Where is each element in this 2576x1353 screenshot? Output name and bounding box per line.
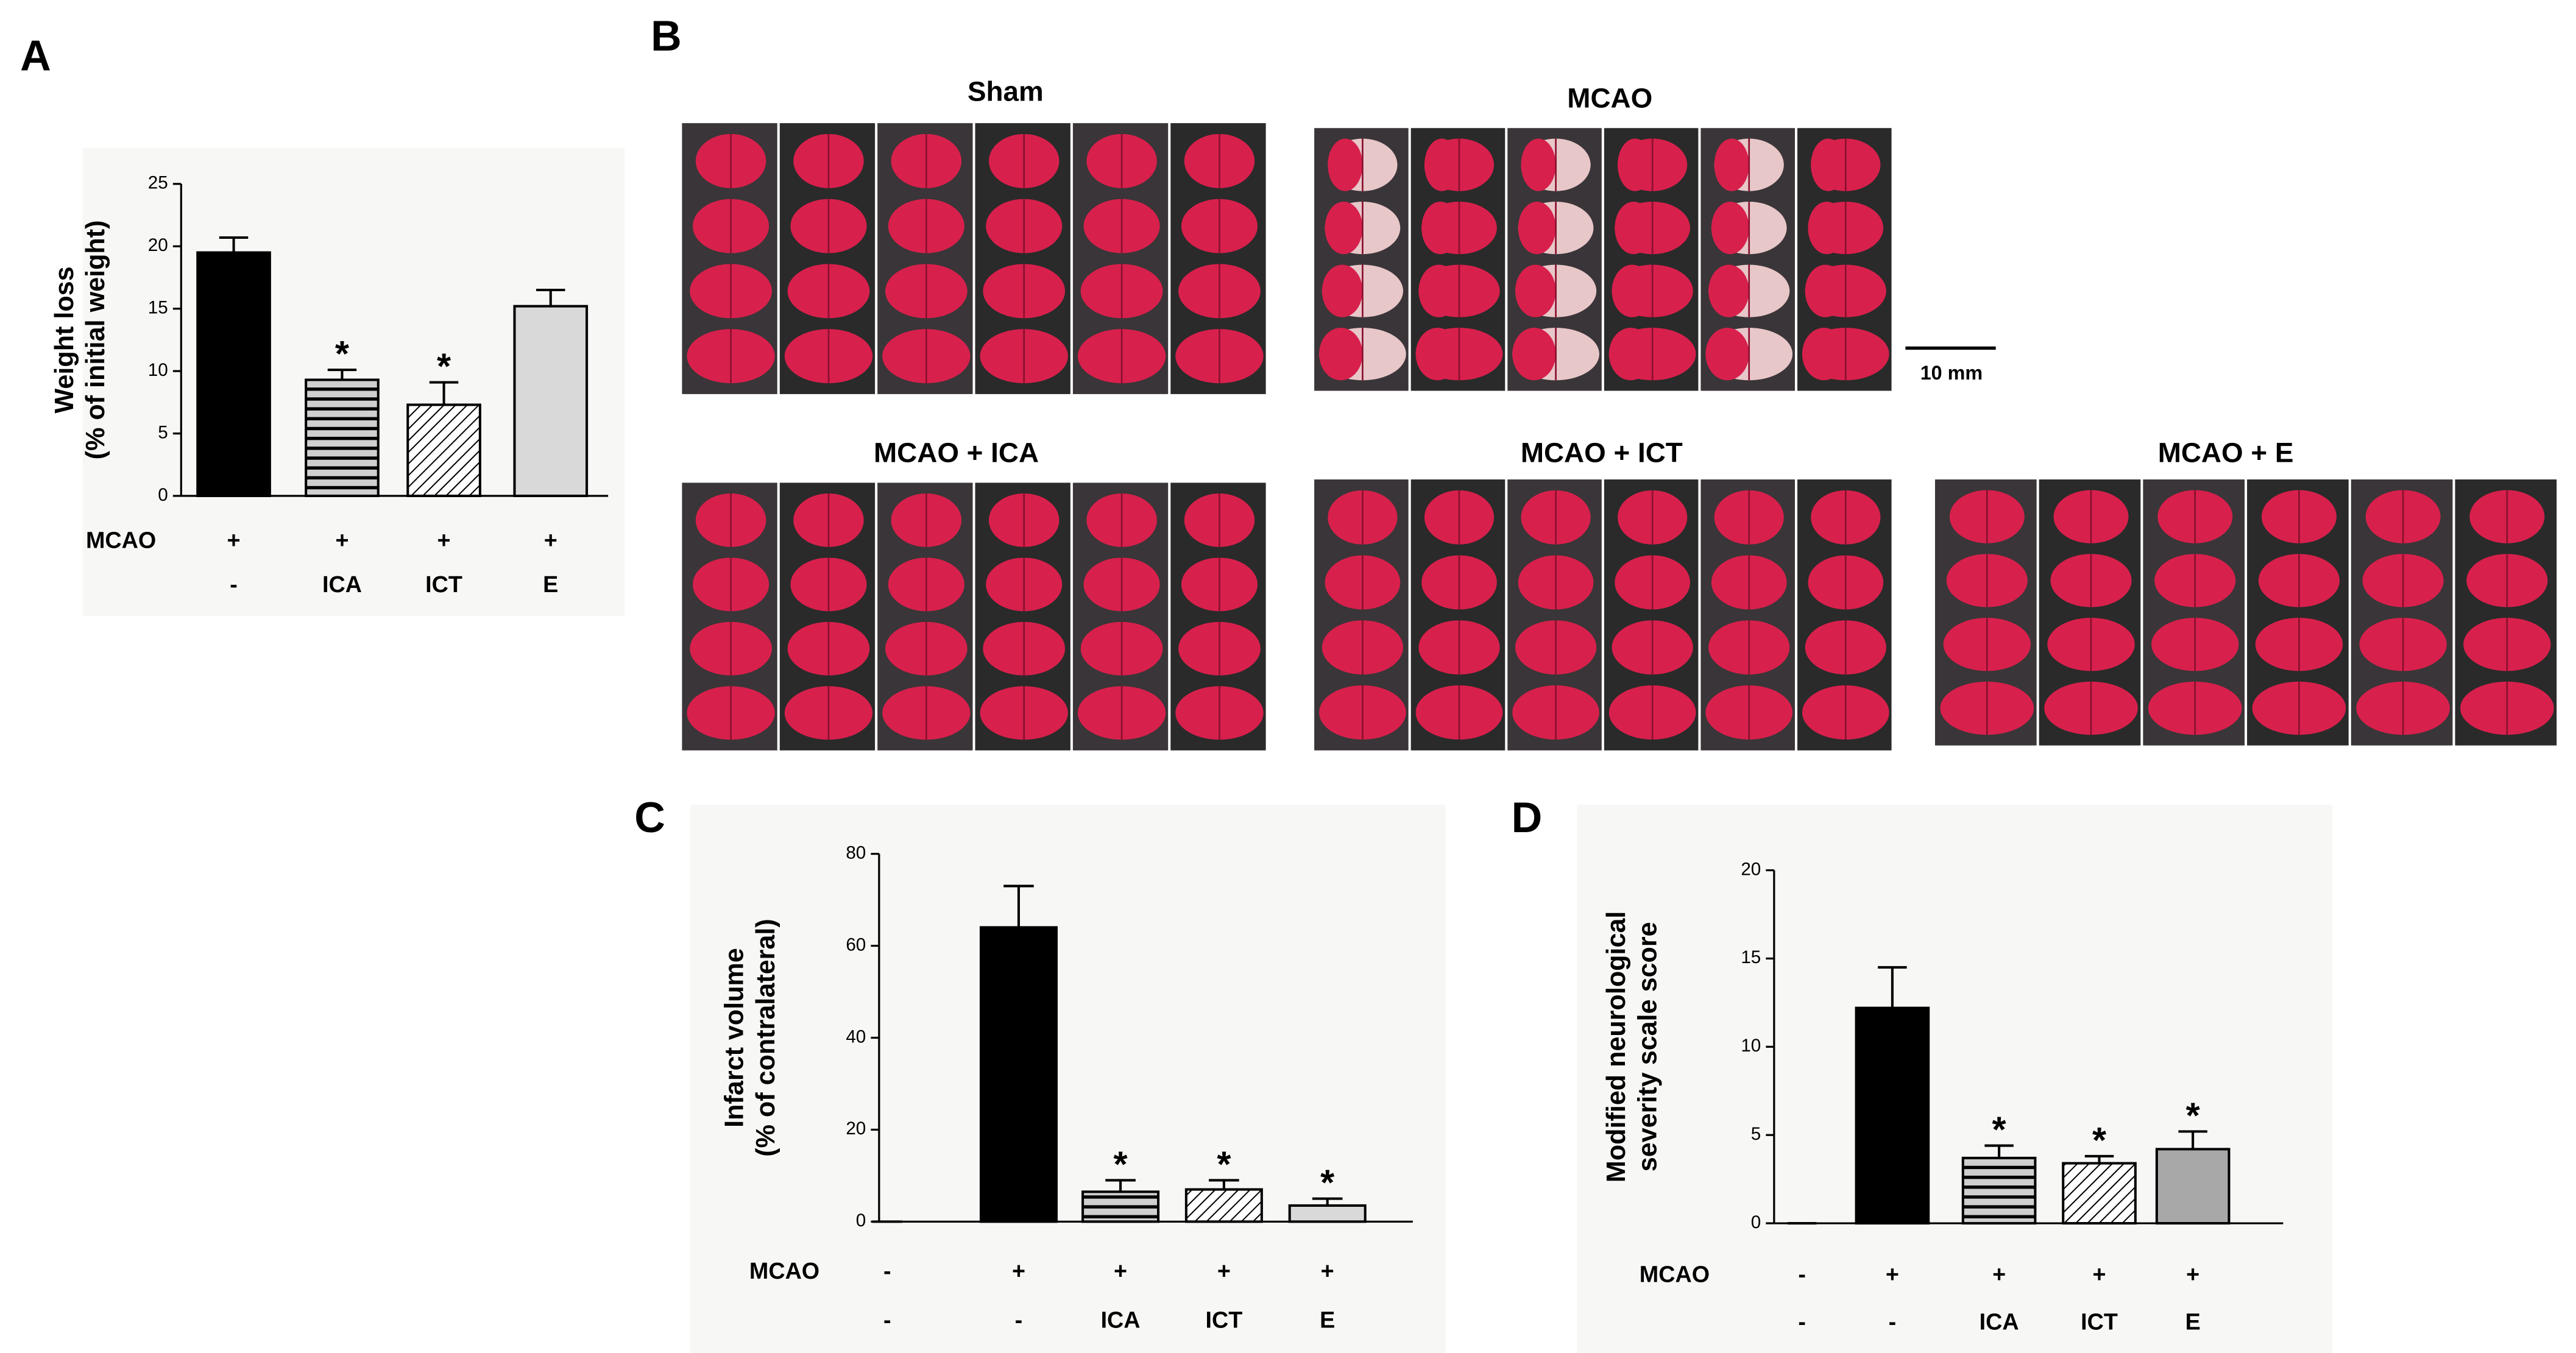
x-tick-label: E <box>2185 1309 2201 1334</box>
mcao-label: + <box>335 527 349 553</box>
bar <box>1288 1204 1367 1223</box>
bar <box>2062 1162 2137 1225</box>
x-tick-label: ICT <box>2081 1309 2118 1334</box>
panel-label: D <box>1512 794 1543 841</box>
y-tick-label: 80 <box>846 843 866 863</box>
bar <box>305 378 380 498</box>
x-tick-label: ICA <box>1101 1307 1141 1333</box>
significance-label: * <box>1217 1144 1231 1185</box>
group-title: Sham <box>968 76 1044 107</box>
bar <box>2155 1148 2231 1225</box>
bar <box>406 403 481 498</box>
mcao-label: + <box>1012 1258 1025 1284</box>
mcao-label: + <box>1992 1261 2006 1287</box>
mcao-label: - <box>1798 1261 1806 1287</box>
y-axis-label: Infarct volume <box>720 948 749 1128</box>
bar <box>196 251 271 498</box>
row-label: MCAO <box>86 527 156 553</box>
mcao-label: + <box>437 527 451 553</box>
panel-label: B <box>651 12 682 60</box>
y-tick-label: 20 <box>846 1118 866 1139</box>
chart-background <box>1577 804 2333 1353</box>
mcao-label: + <box>544 527 557 553</box>
significance-label: * <box>1992 1109 2007 1150</box>
x-tick-label: - <box>1015 1307 1023 1333</box>
significance-label: * <box>2186 1095 2201 1136</box>
y-tick-label: 0 <box>856 1210 866 1231</box>
row-label: MCAO <box>749 1258 819 1284</box>
panel-label: A <box>20 32 51 80</box>
mcao-label: + <box>2186 1261 2199 1287</box>
y-tick-label: 5 <box>1751 1124 1761 1144</box>
y-tick-label: 15 <box>1741 947 1761 967</box>
y-axis-label: (% of contralateral) <box>751 919 780 1156</box>
slice-image <box>1314 128 1892 391</box>
group-title: MCAO <box>1567 83 1652 114</box>
mcao-label: + <box>227 527 241 553</box>
significance-label: * <box>437 346 451 387</box>
x-tick-label: E <box>1320 1307 1335 1333</box>
y-tick-label: 5 <box>158 422 168 442</box>
bar <box>513 305 589 498</box>
y-tick-label: 20 <box>148 235 168 255</box>
group-title: MCAO + E <box>2158 437 2294 468</box>
group-title: MCAO + ICA <box>874 437 1039 468</box>
significance-label: * <box>335 333 350 374</box>
slice-image <box>682 123 1266 394</box>
x-tick-label: ICA <box>322 571 362 597</box>
y-tick-label: 15 <box>148 298 168 318</box>
x-tick-label: E <box>543 571 558 597</box>
group-title: MCAO + ICT <box>1521 437 1683 468</box>
significance-label: * <box>2092 1120 2107 1160</box>
y-tick-label: 20 <box>1741 859 1761 879</box>
row-label: MCAO <box>1640 1261 1710 1287</box>
bar <box>1961 1156 2037 1225</box>
y-tick-label: 25 <box>148 173 168 193</box>
y-tick-label: 10 <box>148 360 168 380</box>
chart-background <box>690 804 1446 1353</box>
bar <box>1184 1188 1263 1223</box>
mcao-label: + <box>1114 1258 1127 1284</box>
y-axis-label: severity scale score <box>1633 922 1662 1171</box>
y-tick-label: 60 <box>846 934 866 955</box>
significance-label: * <box>1114 1144 1128 1185</box>
x-tick-label: ICT <box>425 571 462 597</box>
x-tick-label: - <box>230 571 238 597</box>
mcao-label: + <box>1886 1261 1899 1287</box>
significance-label: * <box>1320 1162 1335 1203</box>
mcao-label: + <box>1217 1258 1231 1284</box>
y-tick-label: 0 <box>158 485 168 505</box>
x-tick-label: - <box>1889 1309 1897 1334</box>
x-tick-label: - <box>1798 1309 1806 1334</box>
y-tick-label: 40 <box>846 1026 866 1047</box>
y-axis-label: Weight loss <box>50 266 79 413</box>
y-axis-label: (% of initial weight) <box>81 221 110 460</box>
y-tick-label: 0 <box>1751 1212 1761 1232</box>
mcao-label: + <box>1321 1258 1334 1284</box>
mcao-label: + <box>2093 1261 2106 1287</box>
x-tick-label: ICA <box>1980 1309 2019 1334</box>
y-axis-label: Modified neurological <box>1602 911 1631 1182</box>
panel-label: C <box>634 794 665 841</box>
y-tick-label: 10 <box>1741 1036 1761 1056</box>
bar <box>1081 1190 1160 1223</box>
x-tick-label: - <box>883 1307 891 1333</box>
bar <box>1855 1006 1930 1225</box>
slice-image <box>1934 479 2557 746</box>
bar <box>979 926 1058 1223</box>
mcao-label: - <box>883 1258 891 1284</box>
slice-image <box>1314 479 1892 751</box>
x-tick-label: ICT <box>1205 1307 1242 1333</box>
scale-bar-label: 10 mm <box>1920 362 1983 384</box>
slice-image <box>682 482 1266 751</box>
